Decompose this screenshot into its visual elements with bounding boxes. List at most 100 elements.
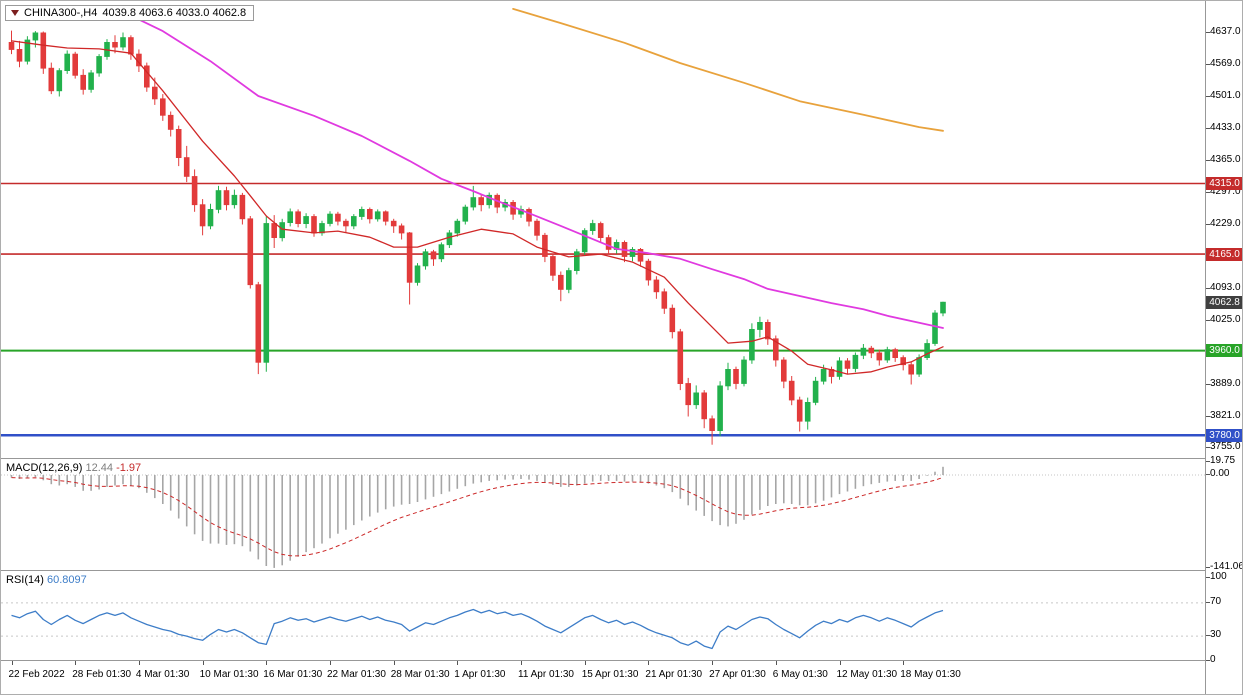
candlestick-chart[interactable] [1, 1, 1206, 458]
price-axis-tick [1206, 192, 1210, 193]
time-axis-label: 12 May 01:30 [836, 669, 898, 680]
price-axis-tick [1206, 447, 1210, 449]
price-axis-label: 4297.0 [1210, 186, 1241, 197]
price-axis-tick [1206, 567, 1210, 568]
macd-panel[interactable]: MACD(12,26,9) 12.44 -1.97 [1, 458, 1206, 570]
rsi-axis-label: 70 [1210, 595, 1222, 607]
symbol-ohlc-values: 4039.8 4063.6 4033.0 4062.8 [102, 7, 247, 19]
slow-ma-orange [512, 8, 944, 132]
symbol-period-label: CHINA300-,H4 [24, 7, 98, 19]
mid-ma-magenta [114, 7, 944, 329]
ma-lines-layer [10, 7, 944, 375]
price-axis-label: 4365.0 [1210, 154, 1241, 165]
price-axis-tick [1206, 32, 1210, 33]
time-axis-label: 28 Feb 01:30 [72, 669, 132, 680]
price-axis[interactable]: 4637.0 4569.0 4501.0 4433.0 4365.0 4297.0 4229… [1205, 1, 1243, 694]
current-price-badge: 4062.8 [1206, 295, 1242, 309]
time-axis-tick [648, 661, 650, 665]
time-axis-tick [202, 661, 204, 665]
time-axis-label: 22 Mar 01:30 [327, 669, 386, 680]
price-axis-label: 4501.0 [1210, 90, 1241, 101]
price-axis-label: 4637.0 [1210, 26, 1241, 37]
rsi-axis-label: 100 [1210, 571, 1227, 582]
hline-price-badge: 3960.0 [1206, 344, 1242, 358]
time-axis-tick [775, 661, 777, 665]
time-axis-label: 11 Apr 01:30 [518, 669, 574, 680]
price-axis-label: 3889.0 [1210, 378, 1241, 389]
time-axis-tick [138, 661, 140, 665]
time-axis-tick [839, 661, 841, 665]
rsi-axis-label: 0 [1210, 654, 1216, 665]
main-chart-panel[interactable] [1, 1, 1206, 458]
price-axis-tick [1206, 288, 1210, 289]
macd-signal-line [11, 477, 944, 557]
price-axis-tick [1206, 416, 1210, 417]
price-axis-tick [1206, 384, 1210, 385]
macd-name: MACD(12,26,9) [6, 462, 83, 474]
candles-layer [8, 30, 946, 445]
time-axis-tick [712, 661, 714, 665]
price-axis-tick [1206, 635, 1210, 637]
time-axis-tick [266, 661, 268, 665]
time-axis-tick [393, 661, 395, 665]
price-axis-tick [1206, 224, 1210, 225]
one-click-trading-triangle-icon[interactable] [11, 10, 19, 16]
time-axis-label: 27 Apr 01:30 [709, 669, 766, 680]
time-axis-tick [75, 661, 77, 665]
price-axis-tick [1206, 601, 1210, 603]
macd-signal-value: -1.97 [116, 462, 142, 474]
time-axis-label: 15 Apr 01:30 [581, 669, 639, 680]
rsi-chart[interactable] [1, 571, 1206, 660]
time-axis-label: 1 Apr 01:30 [454, 669, 506, 680]
macd-chart[interactable] [1, 459, 1206, 570]
time-axis[interactable]: 22 Feb 2022 28 Feb 01:30 4 Mar 01:30 10 Mar… [1, 660, 1206, 694]
hline-price-badge: 3780.0 [1206, 428, 1242, 442]
time-axis-label: 16 Mar 01:30 [263, 669, 323, 680]
time-axis-tick [584, 661, 586, 665]
hline-price-badge: 4315.0 [1206, 177, 1242, 190]
time-axis-tick [330, 661, 331, 665]
time-axis-label: 22 Feb 2022 [8, 669, 65, 680]
macd-axis-label: 0.00 [1210, 468, 1230, 479]
time-axis-label: 4 Mar 01:30 [135, 669, 190, 680]
rsi-axis-label: 30 [1210, 629, 1222, 641]
hline-price-badge: 4165.0 [1206, 247, 1242, 261]
macd-axis-label: -141.06 [1210, 561, 1243, 572]
price-axis-label: 4569.0 [1210, 58, 1241, 69]
price-axis-tick [1206, 64, 1210, 65]
price-axis-tick [1206, 660, 1210, 661]
time-axis-tick [457, 661, 459, 665]
time-axis-tick [903, 661, 905, 665]
macd-main-value: 12.44 [85, 462, 114, 474]
time-axis-tick [11, 661, 13, 665]
price-axis-tick [1206, 128, 1210, 129]
price-axis-label: 4433.0 [1210, 122, 1241, 133]
rsi-panel[interactable]: RSI(14) 60.8097 [1, 570, 1206, 660]
horizontal-lines-layer [1, 182, 1206, 437]
price-axis-tick [1206, 160, 1210, 161]
price-axis-tick [1206, 474, 1210, 475]
time-axis-tick [521, 661, 522, 665]
macd-axis-label: 19.75 [1210, 455, 1236, 466]
macd-histogram-layer [10, 466, 944, 568]
time-axis-label: 18 May 01:30 [900, 669, 961, 680]
price-axis-tick [1206, 461, 1210, 462]
price-axis-label: 4025.0 [1210, 314, 1241, 325]
price-axis-tick [1206, 96, 1210, 97]
time-axis-label: 10 Mar 01:30 [199, 669, 259, 680]
time-axis-label: 28 Mar 01:30 [390, 669, 450, 680]
price-axis-tick [1206, 577, 1210, 578]
rsi-indicator-label: RSI(14) 60.8097 [6, 574, 87, 586]
price-axis-label: 3755.0 [1210, 441, 1241, 453]
price-axis-tick [1206, 320, 1210, 321]
fast-ma-red [10, 40, 944, 375]
rsi-line [11, 608, 944, 650]
symbol-info-box: CHINA300-,H4 4039.8 4063.6 4033.0 4062.8 [5, 5, 255, 21]
time-axis-label: 6 May 01:30 [772, 669, 828, 680]
price-axis-label: 4093.0 [1210, 282, 1241, 293]
rsi-value: 60.8097 [46, 574, 87, 586]
price-axis-label: 4229.0 [1210, 218, 1241, 229]
macd-indicator-label: MACD(12,26,9) 12.44 -1.97 [6, 462, 141, 474]
price-axis-label: 3821.0 [1210, 410, 1241, 421]
